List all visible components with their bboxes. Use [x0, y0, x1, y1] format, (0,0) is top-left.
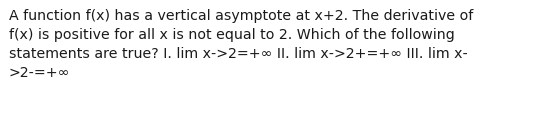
Text: A function f(x) has a vertical asymptote at x+2. The derivative of
f(x) is posit: A function f(x) has a vertical asymptote…: [9, 9, 473, 80]
